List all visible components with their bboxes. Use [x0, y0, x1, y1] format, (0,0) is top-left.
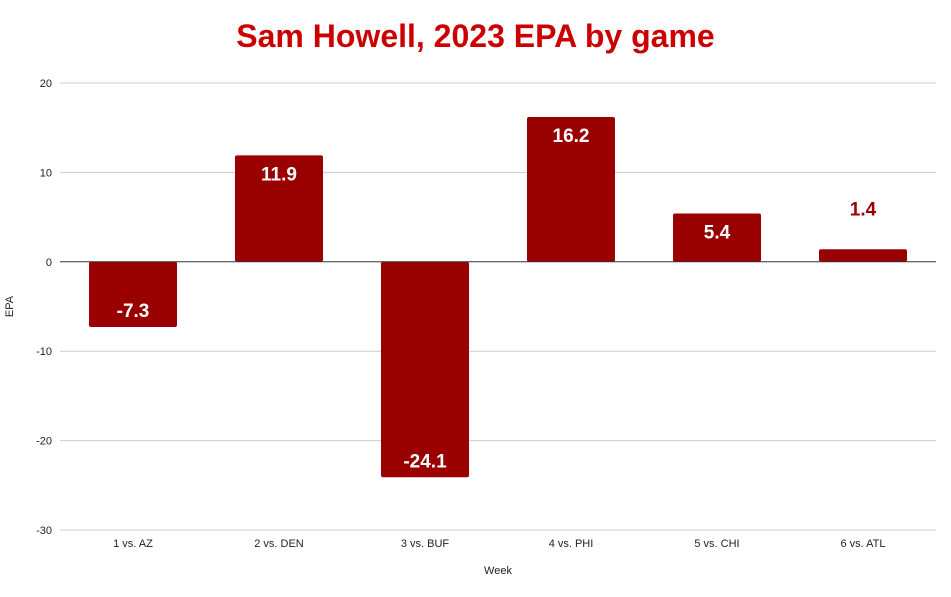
x-axis-label: Week: [484, 565, 512, 577]
y-tick-labels: 20 10 0 -10 -20 -30: [36, 78, 52, 537]
chart-title: Sam Howell, 2023 EPA by game: [236, 18, 715, 54]
y-tick-label: -20: [36, 436, 52, 448]
x-tick-label: 6 vs. ATL: [840, 538, 885, 550]
y-tick-label: 10: [40, 167, 52, 179]
x-tick-labels: 1 vs. AZ 2 vs. DEN 3 vs. BUF 4 vs. PHI 5 vs.…: [113, 538, 885, 550]
data-label: 11.9: [261, 164, 297, 185]
gridlines: [60, 82, 936, 531]
x-tick-label: 4 vs. PHI: [549, 538, 594, 550]
bar: [235, 155, 323, 262]
bar: [673, 213, 761, 262]
data-label: 16.2: [553, 126, 590, 147]
bars: [89, 116, 907, 478]
y-tick-label: 20: [40, 78, 52, 90]
data-label: 5.4: [704, 223, 731, 244]
y-tick-label: 0: [46, 257, 52, 269]
y-tick-label: -10: [36, 346, 52, 358]
bar: [381, 261, 469, 478]
data-labels: -7.3 11.9 -24.1 16.2 5.4 1.4: [117, 126, 877, 472]
data-label: 1.4: [850, 199, 877, 220]
y-tick-label: -30: [36, 525, 52, 537]
bar: [89, 261, 177, 328]
x-tick-label: 2 vs. DEN: [254, 538, 304, 550]
x-tick-label: 1 vs. AZ: [113, 538, 153, 550]
data-label: -24.1: [403, 451, 447, 472]
x-tick-label: 5 vs. CHI: [694, 538, 739, 550]
data-label: -7.3: [117, 301, 150, 322]
x-tick-label: 3 vs. BUF: [401, 538, 450, 550]
y-axis-label: EPA: [4, 295, 16, 317]
bar: [819, 249, 907, 262]
bar: [527, 116, 615, 262]
